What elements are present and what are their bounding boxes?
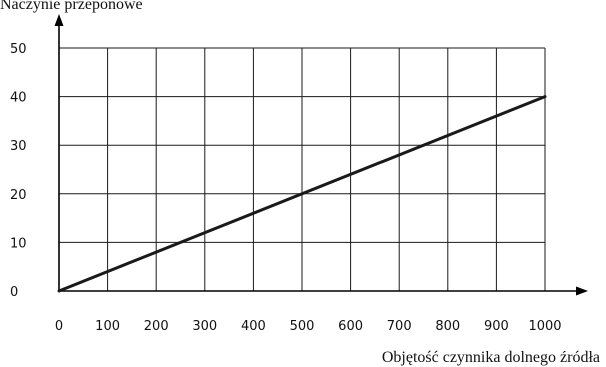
y-tick-label-50: 50 bbox=[10, 42, 27, 57]
x-tick-label-600: 600 bbox=[338, 319, 363, 334]
y-tick-label-40: 40 bbox=[10, 91, 27, 106]
x-tick-label-200: 200 bbox=[144, 319, 169, 334]
y-tick-label-0: 0 bbox=[10, 285, 18, 300]
y-axis-label: Naczynie przeponowe bbox=[0, 0, 143, 13]
tick-labels: 0 100 200 300 400 500 600 700 800 900 1000 0 10 20 30 4… bbox=[10, 42, 562, 334]
x-tick-label-800: 800 bbox=[435, 319, 460, 334]
series-line-0 bbox=[57, 95, 547, 293]
y-axis-arrow bbox=[54, 14, 64, 26]
y-tick-label-30: 30 bbox=[10, 139, 27, 154]
x-axis-label: Objętość czynnika dolnego źródła bbox=[382, 349, 600, 366]
axes bbox=[54, 14, 588, 296]
x-tick-label-400: 400 bbox=[241, 319, 266, 334]
series-layer bbox=[57, 95, 547, 293]
x-tick-label-300: 300 bbox=[192, 319, 217, 334]
x-tick-label-0: 0 bbox=[55, 319, 63, 334]
x-tick-label-900: 900 bbox=[484, 319, 509, 334]
y-tick-label-20: 20 bbox=[10, 188, 27, 203]
y-tick-label-10: 10 bbox=[10, 236, 27, 251]
x-axis-arrow bbox=[576, 286, 588, 296]
x-tick-label-700: 700 bbox=[387, 319, 412, 334]
x-tick-label-1000: 1000 bbox=[528, 319, 561, 334]
grid bbox=[59, 47, 546, 291]
x-tick-label-500: 500 bbox=[290, 319, 315, 334]
x-tick-label-100: 100 bbox=[95, 319, 120, 334]
